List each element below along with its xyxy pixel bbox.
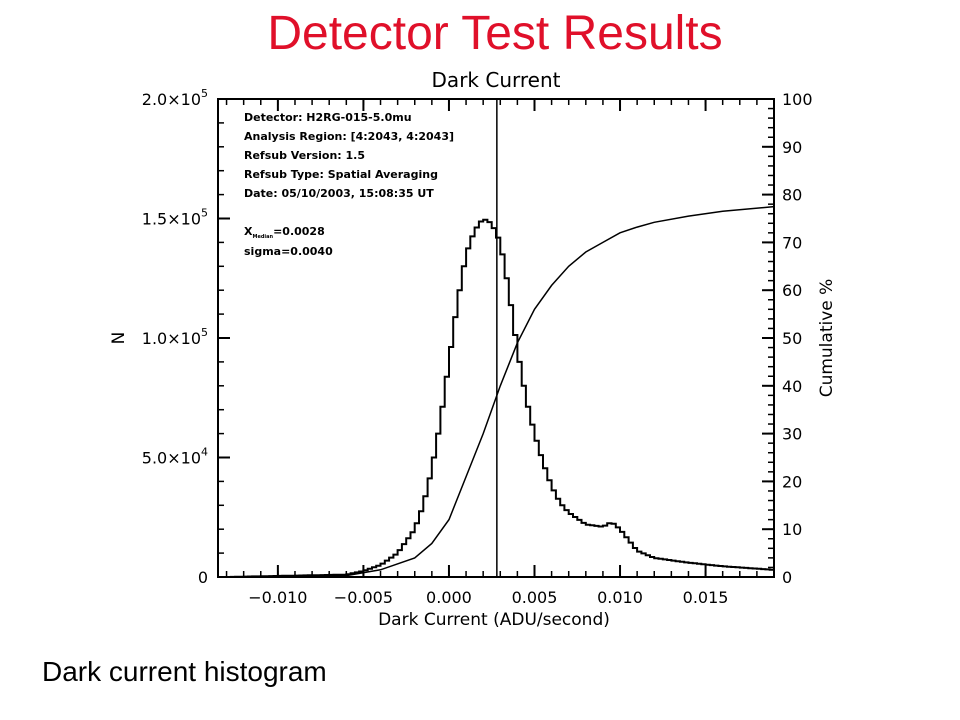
y2-tick-label: 50: [782, 329, 802, 348]
info-annotation: Detector: H2RG-015-5.0mu Analysis Region…: [244, 111, 454, 258]
y-tick-mantissa: 2.0×10: [142, 90, 201, 109]
info-line: Detector: H2RG-015-5.0mu: [244, 111, 412, 124]
y-tick-label: 0: [198, 568, 208, 587]
x-tick-label: −0.005: [334, 588, 393, 607]
x-tick-label: 0.015: [683, 588, 729, 607]
y2-tick-label: 10: [782, 520, 802, 539]
y-tick-mantissa: 1.5×10: [142, 210, 201, 229]
y2-tick-label: 30: [782, 425, 802, 444]
info-line: Analysis Region: [4:2043, 4:2043]: [244, 130, 454, 143]
y2-tick-label: 0: [782, 568, 792, 587]
y2-tick-label: 60: [782, 281, 802, 300]
info-line: Refsub Version: 1.5: [244, 149, 365, 162]
x-tick-label: 0.005: [512, 588, 558, 607]
x-axis-label: Dark Current (ADU/second): [378, 610, 610, 630]
y2-tick-label: 80: [782, 186, 802, 205]
y-tick-label: 5.0×104: [142, 446, 208, 468]
info-line: Refsub Type: Spatial Averaging: [244, 168, 438, 181]
y-tick-exponent: 5: [201, 326, 208, 339]
y-tick-mantissa: 5.0×10: [142, 449, 201, 468]
y-tick-mantissa: 1.0×10: [142, 329, 201, 348]
chart-title: Dark Current: [432, 68, 561, 92]
y-tick-exponent: 5: [201, 207, 208, 220]
y-axis-label: N: [109, 332, 129, 345]
y2-tick-label: 100: [782, 90, 813, 109]
median-subscript: Median: [252, 234, 273, 240]
x-axis: −0.010 −0.005 0.000 0.005 0.010 0.015: [248, 99, 728, 607]
y2-tick-label: 40: [782, 377, 802, 396]
info-line: Date: 05/10/2003, 15:08:35 UT: [244, 187, 434, 200]
y-tick-label: 1.5×105: [142, 207, 208, 229]
x-tick-label: 0.000: [426, 588, 472, 607]
x-tick-label: 0.010: [597, 588, 643, 607]
cumulative-series: [226, 205, 775, 578]
x-tick-label: −0.010: [248, 588, 307, 607]
median-value: =0.0028: [273, 225, 325, 238]
y2-tick-label: 90: [782, 138, 802, 157]
y-tick-mantissa: 0: [198, 568, 208, 587]
y-tick-label: 2.0×105: [142, 87, 208, 109]
y-tick-exponent: 4: [201, 446, 208, 459]
y2-tick-label: 70: [782, 233, 802, 252]
y-axis-right: 0 10 20 30 40 50 60 70 80 90 100: [762, 90, 813, 587]
slide-title: Detector Test Results: [267, 7, 723, 60]
y-tick-label: 1.0×105: [142, 326, 208, 348]
slide-caption: Dark current histogram: [42, 656, 327, 687]
median-stat: XMedian=0.0028: [244, 225, 325, 240]
y-tick-exponent: 5: [201, 87, 208, 100]
y2-tick-label: 20: [782, 472, 802, 491]
sigma-stat: sigma=0.0040: [244, 245, 333, 258]
y2-axis-label: Cumulative %: [817, 279, 837, 398]
median-symbol: X: [244, 225, 253, 238]
